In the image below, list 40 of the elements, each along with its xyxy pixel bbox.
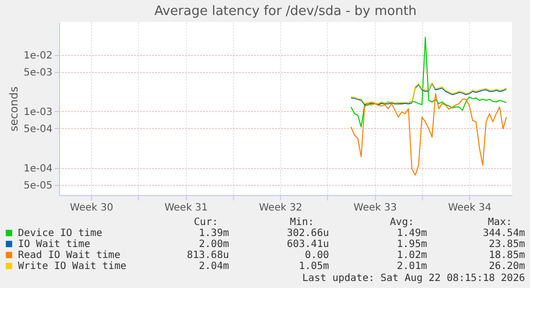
legend-label: Read IO Wait time xyxy=(18,250,120,261)
text: Avg: xyxy=(390,217,414,228)
x-tick-label: Week 32 xyxy=(259,202,302,214)
y-tick-label: 1e-02 xyxy=(24,50,52,62)
chart-title: Average latency for /dev/sda - by month xyxy=(154,4,417,19)
text: 2.01m xyxy=(396,261,427,272)
text: 1.49m xyxy=(396,228,427,239)
text: 344.54m xyxy=(482,228,525,239)
legend-label: Device IO time xyxy=(18,228,102,239)
text: Cur: xyxy=(194,217,218,228)
line-series xyxy=(350,36,507,128)
text: 813.68u xyxy=(186,250,229,261)
text: 2.04m xyxy=(198,261,229,272)
y-tick-label: 1e-04 xyxy=(24,163,52,174)
text: Max: xyxy=(488,217,512,228)
x-tick-label: Week 30 xyxy=(70,202,114,214)
text: 302.66u xyxy=(286,228,329,239)
y-tick-label: 1e-03 xyxy=(24,106,52,118)
text: 0.00 xyxy=(304,250,329,261)
y-tick-label: 5e-03 xyxy=(24,67,52,78)
text: 18.85m xyxy=(488,250,525,261)
text: 1.95m xyxy=(396,239,427,250)
line-series xyxy=(350,93,507,176)
legend-label: IO Wait time xyxy=(18,239,90,250)
text: 1.39m xyxy=(198,228,229,239)
text: 2.00m xyxy=(198,239,229,250)
text: 23.85m xyxy=(488,239,525,250)
x-tick-label: Week 34 xyxy=(448,202,492,214)
text: Last update: Sat Aug 22 08:15:18 2026 xyxy=(302,273,525,284)
y-tick-label: 5e-05 xyxy=(24,180,52,192)
text: 26.20m xyxy=(488,261,525,272)
text: 1.02m xyxy=(396,250,427,261)
x-tick-label: Week 31 xyxy=(164,202,208,214)
y-axis-title: seconds xyxy=(8,86,21,132)
x-tick-label: Week 33 xyxy=(354,202,397,214)
text: 603.41u xyxy=(286,239,329,250)
text: 1.05m xyxy=(298,261,329,272)
legend-label: Write IO Wait time xyxy=(18,261,126,272)
text: Min: xyxy=(290,217,314,228)
y-tick-label: 5e-04 xyxy=(24,124,52,135)
